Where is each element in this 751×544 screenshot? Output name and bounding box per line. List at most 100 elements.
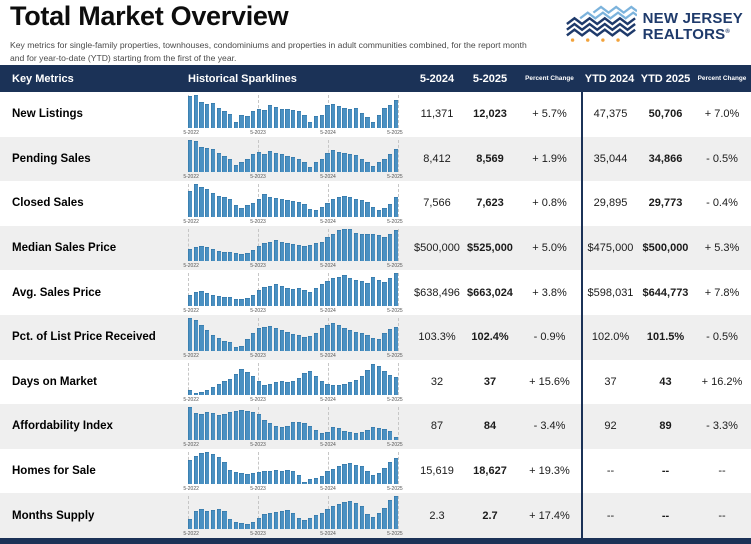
spark-bar (348, 229, 353, 262)
spark-bar (245, 473, 250, 485)
axis-tick-label: 5-2024 (320, 307, 336, 314)
value-percent-change: + 15.6% (529, 375, 570, 388)
spark-bar (188, 407, 193, 440)
axis-tick-label: 5-2023 (250, 129, 266, 136)
spark-bar (371, 277, 376, 306)
sparkline-bars (188, 363, 399, 396)
spark-bar (319, 159, 324, 173)
spark-bar (245, 297, 250, 306)
axis-tick-label: 5-2022 (183, 530, 199, 537)
value-ytd-2025: 29,773 (648, 197, 683, 210)
spark-bar (279, 511, 284, 529)
spark-bar (302, 115, 307, 128)
sparkline-cell: 5-2022 5-2023 5-2024 5-2025 (180, 226, 412, 271)
logo-text: NEW JERSEY REALTORS® (643, 10, 743, 43)
sparkline-chart: 5-2022 5-2023 5-2024 5-2025 (183, 404, 403, 449)
sparkline-chart: 5-2022 5-2023 5-2024 5-2025 (183, 92, 403, 137)
spark-bar (342, 275, 347, 306)
gridline (398, 273, 399, 306)
spark-bar (268, 422, 273, 440)
spark-bar (382, 429, 387, 440)
spark-bar (279, 242, 284, 262)
sparkline-chart: 5-2022 5-2023 5-2024 5-2025 (183, 315, 403, 360)
spark-bar (216, 415, 221, 440)
spark-bar (313, 209, 319, 217)
spark-bar (365, 117, 370, 128)
spark-bar (359, 506, 364, 529)
value-5-2025: 2.7 (482, 509, 498, 522)
value-5-2025: 37 (483, 375, 497, 388)
spark-bar (188, 294, 193, 306)
col-header-ytd-2025: YTD 2025 (640, 72, 691, 85)
spark-bar (308, 426, 313, 440)
value-percent-change: + 5.0% (532, 242, 567, 255)
sparkline-chart: 5-2022 5-2023 5-2024 5-2025 (183, 226, 403, 271)
spark-bar (228, 159, 233, 173)
spark-bar (308, 335, 313, 351)
spark-bar (279, 108, 284, 128)
spark-bar (330, 198, 336, 217)
value-ytd-2025: -- (661, 509, 670, 522)
spark-bar (348, 382, 353, 396)
spark-bar (233, 298, 239, 306)
value-ytd-2025: 43 (659, 375, 672, 388)
gridline (398, 228, 399, 262)
spark-bar (222, 511, 227, 529)
spark-bar (376, 428, 382, 440)
axis-tick-label: 5-2024 (320, 352, 336, 359)
sparkline-cell: 5-2022 5-2023 5-2024 5-2025 (180, 315, 412, 360)
spark-bar (348, 197, 353, 217)
axis-tick-label: 5-2025 (387, 441, 403, 448)
spark-bar (319, 512, 324, 529)
gridline (398, 139, 399, 173)
spark-bar (216, 338, 221, 351)
spark-bar (285, 243, 290, 262)
value-percent-change: + 5.7% (532, 108, 567, 121)
spark-bar (308, 292, 313, 306)
spark-bar (268, 105, 273, 128)
spark-bar (205, 246, 210, 262)
spark-bar (216, 383, 221, 396)
value-percent-change: + 17.4% (529, 509, 570, 522)
spark-bar (188, 249, 193, 262)
spark-bar (325, 280, 330, 306)
spark-bar (273, 197, 279, 217)
value-ytd-2025: 101.5% (646, 331, 685, 344)
sparkline-chart: 5-2022 5-2023 5-2024 5-2025 (183, 181, 403, 226)
spark-bar (376, 209, 382, 217)
value-5-2024: $500,000 (414, 242, 460, 255)
spark-bar (250, 154, 256, 173)
gridline (398, 407, 399, 440)
value-ytd-2025: -- (661, 465, 670, 478)
spark-bar (188, 190, 193, 217)
spark-bar (273, 382, 279, 396)
gridline (398, 451, 399, 485)
value-ytd-percent-change: + 5.3% (704, 242, 740, 255)
spark-bar (308, 121, 313, 128)
spark-bar (285, 426, 290, 440)
axis-tick-label: 5-2024 (320, 486, 336, 493)
spark-bar (285, 469, 290, 485)
spark-bar (393, 99, 399, 128)
metric-label: Pct. of List Price Received (12, 331, 156, 344)
sparkline-chart: 5-2022 5-2023 5-2024 5-2025 (183, 360, 403, 405)
table-row: Pct. of List Price Received 5-2022 5-202… (0, 314, 751, 360)
spark-bar (273, 283, 279, 306)
axis-tick-label: 5-2022 (183, 263, 199, 270)
value-5-2025: 84 (483, 420, 497, 433)
value-ytd-2024: 92 (581, 404, 638, 449)
spark-bar (371, 121, 376, 128)
axis-tick-label: 5-2024 (320, 218, 336, 225)
spark-bar (330, 104, 336, 128)
spark-bar (245, 411, 250, 440)
spark-bar (325, 324, 330, 351)
spark-bar (308, 167, 313, 173)
spark-bar (222, 461, 227, 485)
spark-bar (302, 162, 307, 173)
spark-bar (376, 472, 382, 485)
spark-bar (290, 471, 296, 485)
spark-bar (342, 383, 347, 396)
spark-bar (273, 327, 279, 351)
spark-bar (336, 503, 342, 529)
spark-bar (376, 365, 382, 396)
